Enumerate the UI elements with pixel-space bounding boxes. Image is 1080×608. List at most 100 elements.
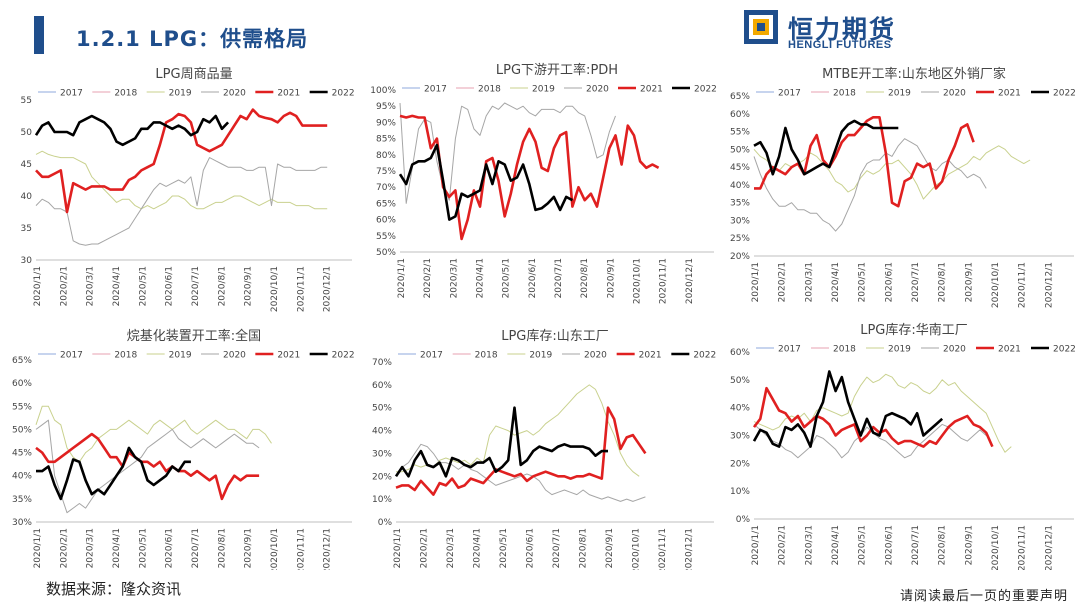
series-line-2022 xyxy=(753,119,899,176)
x-tick-label: 2020/11/1 xyxy=(1018,525,1028,570)
x-tick-label: 2020/8/1 xyxy=(580,258,590,298)
y-tick-label: 50% xyxy=(372,404,392,414)
x-tick-label: 2020/5/1 xyxy=(138,528,148,568)
legend-label-2020: 2020 xyxy=(586,85,609,95)
y-tick-label: 35 xyxy=(21,224,32,234)
series-line-2020 xyxy=(395,443,646,502)
legend-label-2022: 2022 xyxy=(693,351,716,361)
x-tick-label: 2020/1/1 xyxy=(751,525,761,565)
y-tick-label: 20% xyxy=(372,472,392,482)
chart-title: 烷基化装置开工率:全国 xyxy=(127,328,261,344)
x-tick-label: 2020/2/1 xyxy=(59,528,69,568)
y-tick-label: 55% xyxy=(12,402,32,412)
legend-label-2020: 2020 xyxy=(223,89,246,99)
x-tick-label: 2020/7/1 xyxy=(911,525,921,565)
x-tick-label: 2020/8/1 xyxy=(217,266,227,306)
x-tick-label: 2020/11/1 xyxy=(1018,262,1028,308)
chart-title: MTBE开工率:山东地区外销厂家 xyxy=(822,66,1006,82)
x-tick-label: 2020/3/1 xyxy=(86,266,96,306)
x-tick-label: 2020/1/1 xyxy=(397,258,407,298)
y-tick-label: 55% xyxy=(376,232,396,242)
series-line-2021 xyxy=(35,108,328,214)
chart-panel-weekly-commodity: LPG周商品量 2017 2018 2019 2020 2021 2022 30 35 40 45 5… xyxy=(0,60,360,312)
chart-svg: LPG库存:山东工厂 2017 2018 2019 2020 2021 2022 0% 10% 2… xyxy=(372,328,716,570)
series-line-2021 xyxy=(752,386,994,448)
company-logo: 恒力期货 HENGLI FUTURES xyxy=(744,10,944,52)
x-tick-label: 2020/9/1 xyxy=(605,528,615,568)
x-tick-label: 2020/6/1 xyxy=(884,262,894,302)
series-line-2022 xyxy=(34,114,230,147)
chart-title: LPG下游开工率:PDH xyxy=(496,62,618,78)
legend-label-2020: 2020 xyxy=(584,351,607,361)
x-tick-label: 2020/12/1 xyxy=(685,528,695,570)
x-tick-label: 2020/6/1 xyxy=(526,528,536,568)
x-tick-label: 2020/11/1 xyxy=(296,528,306,570)
x-tick-label: 2020/12/1 xyxy=(323,266,333,312)
x-tick-label: 2020/2/1 xyxy=(778,262,788,302)
y-tick-label: 65% xyxy=(12,356,32,366)
chart-svg: MTBE开工率:山东地区外销厂家 2017 2018 2019 2020 2021 2022… xyxy=(730,66,1076,308)
x-tick-label: 2020/5/1 xyxy=(858,262,868,302)
y-tick-label: 40 xyxy=(21,192,33,202)
x-tick-label: 2020/8/1 xyxy=(217,528,227,568)
series-line-2020 xyxy=(35,419,260,514)
legend-label-2018: 2018 xyxy=(475,351,498,361)
chart-title: LPG周商品量 xyxy=(155,67,232,82)
y-tick-label: 40% xyxy=(12,472,32,482)
y-tick-label: 30% xyxy=(730,432,750,442)
x-tick-label: 2020/10/1 xyxy=(632,528,642,570)
data-source-note: 数据来源：隆众资讯 xyxy=(46,580,182,598)
logo-name-en: HENGLI FUTURES xyxy=(788,39,892,51)
y-tick-label: 0% xyxy=(736,515,751,525)
chart-svg: 烷基化装置开工率:全国 2017 2018 2019 2020 2021 2022 30% 35… xyxy=(12,328,355,570)
y-tick-label: 50% xyxy=(730,376,750,386)
legend-label-2021: 2021 xyxy=(998,345,1021,355)
x-tick-label: 2020/9/1 xyxy=(244,266,254,306)
y-tick-label: 55% xyxy=(730,128,750,138)
x-tick-label: 2020/6/1 xyxy=(165,266,175,306)
x-tick-label: 2020/4/1 xyxy=(831,262,841,302)
legend-label-2019: 2019 xyxy=(529,351,552,361)
legend-label-2020: 2020 xyxy=(943,89,966,99)
y-tick-label: 60% xyxy=(730,110,750,120)
x-tick-label: 2020/8/1 xyxy=(938,525,948,565)
x-tick-label: 2020/11/1 xyxy=(658,528,668,570)
x-tick-label: 2020/1/1 xyxy=(393,528,403,568)
x-tick-label: 2020/11/1 xyxy=(659,258,669,304)
series-line-2022 xyxy=(752,370,944,448)
y-tick-label: 20% xyxy=(730,252,750,262)
x-tick-label: 2020/9/1 xyxy=(964,262,974,302)
y-tick-label: 40% xyxy=(372,427,392,437)
legend-label-2022: 2022 xyxy=(332,89,355,99)
section-marker xyxy=(34,16,44,54)
y-tick-label: 10% xyxy=(730,487,750,497)
legend-label-2021: 2021 xyxy=(277,89,300,99)
x-tick-label: 2020/4/1 xyxy=(112,266,122,306)
x-tick-label: 2020/9/1 xyxy=(964,525,974,565)
logo-mark-icon xyxy=(744,10,778,44)
series-line-2021 xyxy=(35,432,260,501)
x-tick-label: 2020/10/1 xyxy=(991,262,1001,308)
x-tick-label: 2020/10/1 xyxy=(270,266,280,312)
x-tick-label: 2020/8/1 xyxy=(938,262,948,302)
series-line-2019 xyxy=(35,150,328,210)
series-line-2021 xyxy=(399,114,660,241)
legend-label-2021: 2021 xyxy=(998,89,1021,99)
legend-label-2022: 2022 xyxy=(332,351,355,361)
chart-svg: LPG周商品量 2017 2018 2019 2020 2021 2022 30 35 40 45 5… xyxy=(21,67,355,312)
y-tick-label: 45% xyxy=(730,163,750,173)
chart-title: LPG库存:华南工厂 xyxy=(860,322,968,338)
x-tick-label: 2020/6/1 xyxy=(165,528,175,568)
legend-label-2017: 2017 xyxy=(778,89,801,99)
y-tick-label: 100% xyxy=(370,86,396,96)
y-tick-label: 50% xyxy=(730,145,750,155)
legend-label-2022: 2022 xyxy=(1053,345,1076,355)
chart-panel-shandong-inventory: LPG库存:山东工厂 2017 2018 2019 2020 2021 2022 0% 10% 2… xyxy=(360,322,720,570)
x-tick-label: 2020/12/1 xyxy=(1044,525,1054,570)
disclaimer-note: 请阅读最后一页的重要声明 xyxy=(899,589,1068,604)
legend-label-2017: 2017 xyxy=(778,345,801,355)
y-tick-label: 85% xyxy=(376,135,396,145)
legend-label-2017: 2017 xyxy=(424,85,447,95)
x-tick-label: 2020/9/1 xyxy=(244,528,254,568)
x-tick-label: 2020/1/1 xyxy=(751,262,761,302)
